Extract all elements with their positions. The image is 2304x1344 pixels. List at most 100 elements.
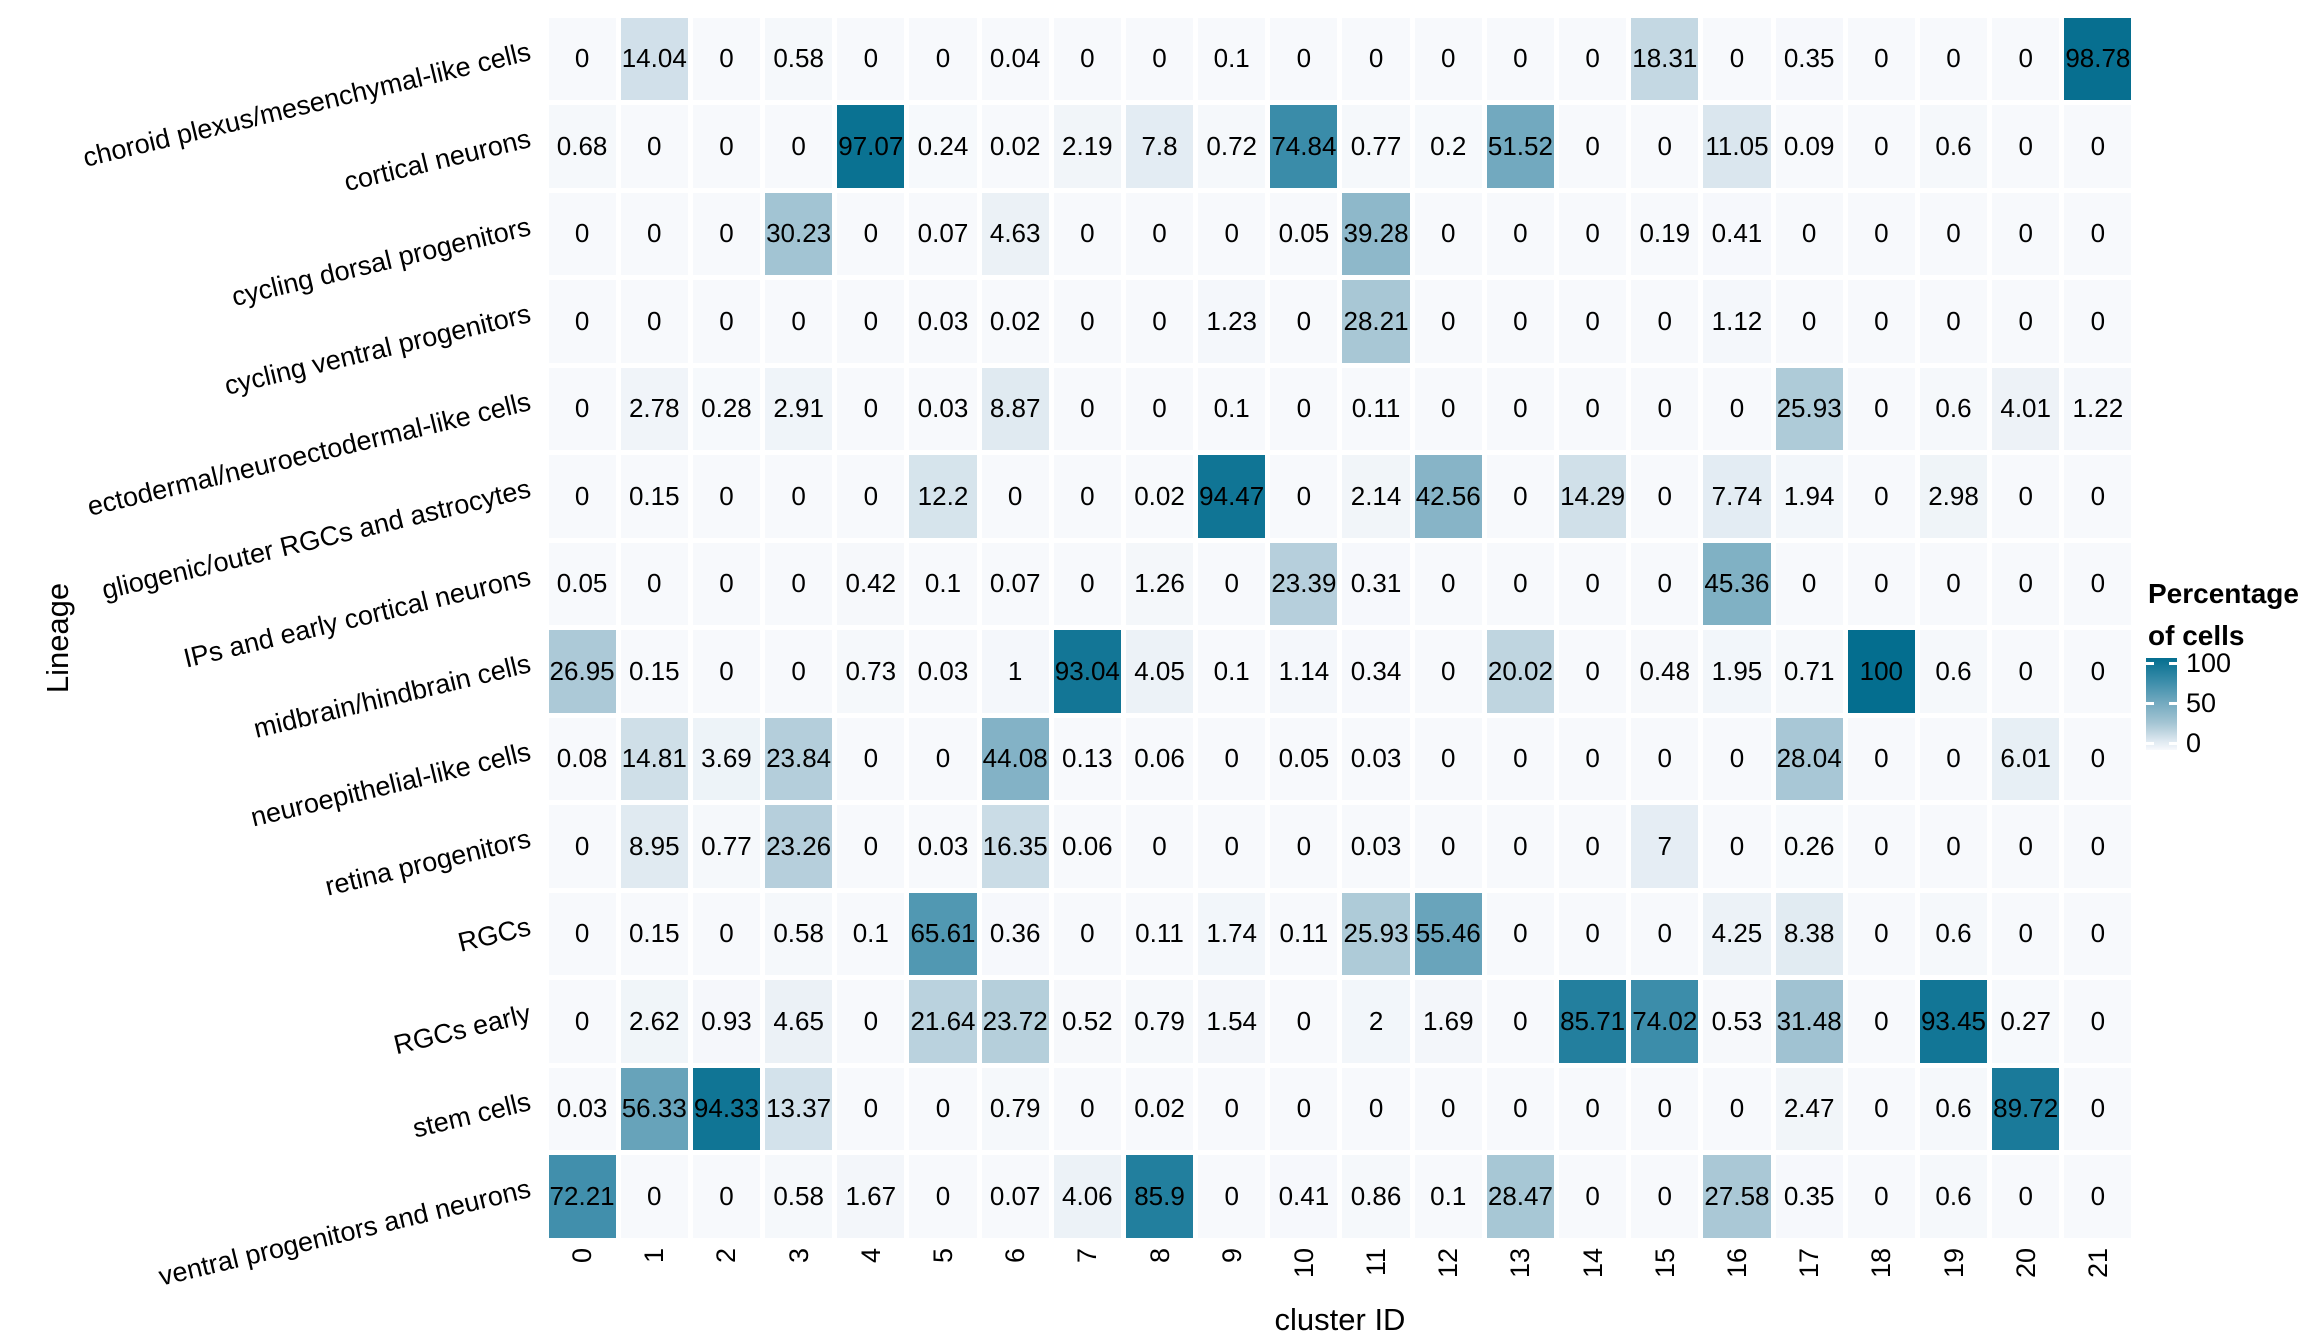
heatmap-cell: 0.6 [1919,630,1988,713]
cell-value: 26.95 [549,655,615,686]
heatmap-cell: 0 [837,717,905,800]
cell-value: 0.73 [845,655,897,686]
cell-value: 0 [1152,43,1167,74]
heatmap-cell: 0 [1486,892,1554,975]
heatmap-cell: 0 [909,1067,977,1150]
heatmap-cell: 0.03 [1342,805,1410,888]
heatmap-cell: 0 [909,1155,977,1238]
cell-value: 0 [1224,218,1239,249]
heatmap-cell: 0 [548,367,616,450]
heatmap-cell: 0.28 [692,367,761,450]
cell-value: 0 [719,918,734,949]
heatmap-cell: 0 [1631,1067,1699,1150]
heatmap-cell: 0 [692,192,761,275]
cell-value: 8.95 [628,830,680,861]
heatmap-cell: 0 [1125,192,1194,275]
heatmap-cell: 4.01 [1992,367,2060,450]
cell-value: 0.6 [1935,918,1972,949]
x-tick-label: 7 [1071,1248,1102,1264]
heatmap-cell: 4.25 [1703,892,1771,975]
cell-value: 0.26 [1783,830,1835,861]
cell-value: 93.45 [1920,1005,1987,1036]
cell-value: 23.39 [1271,568,1337,599]
heatmap-cell: 0.35 [1775,1155,1843,1238]
cell-value: 0 [863,480,879,511]
cell-value: 0 [1657,480,1672,511]
heatmap-cell: 0 [1703,367,1771,450]
heatmap-cell: 0 [2064,980,2132,1063]
heatmap-cell: 2.91 [765,367,833,450]
heatmap-cell: 1.95 [1703,630,1771,713]
cell-value: 0 [1729,830,1745,861]
cell-value: 0 [1585,43,1600,74]
heatmap-cell: 1.14 [1270,630,1338,713]
heatmap-cell: 0.73 [837,630,905,713]
cell-value: 0 [1874,743,1889,774]
cell-value: 0 [1441,218,1456,249]
cell-value: 0 [719,1180,734,1211]
cell-value: 1.54 [1206,1005,1257,1036]
cell-value: 0.6 [1935,1093,1972,1124]
heatmap-cell: 0 [909,17,977,100]
cell-value: 0.6 [1935,130,1972,161]
heatmap-cell: 0 [2064,455,2132,538]
cell-value: 0.03 [1350,830,1402,861]
heatmap-cell: 23.39 [1270,542,1338,625]
cell-value: 0 [1874,1005,1889,1036]
cell-value: 0 [1801,568,1817,599]
cell-value: 0 [791,130,806,161]
cell-value: 0.09 [1783,130,1835,161]
cell-value: 0 [1513,1093,1528,1124]
heatmap-cell: 0.31 [1342,542,1410,625]
cell-value: 23.84 [766,743,832,774]
cell-value: 0 [1801,305,1817,336]
cell-value: 1.26 [1134,568,1185,599]
heatmap-cell: 0.02 [1125,1067,1194,1150]
heatmap-cell: 0 [1919,542,1988,625]
cell-value: 0 [1296,480,1312,511]
heatmap-cell: 0 [1992,542,2060,625]
heatmap-cell: 100 [1847,630,1915,713]
heatmap-cell: 0 [1053,17,1121,100]
cell-value: 0 [1224,1180,1239,1211]
heatmap-cell: 0 [1486,17,1554,100]
heatmap-cell: 0 [1414,192,1482,275]
cell-value: 0 [935,1093,951,1124]
cell-value: 7.74 [1711,480,1763,511]
cell-value: 0 [1080,568,1095,599]
heatmap-cell: 0 [2064,192,2132,275]
heatmap-cell: 0.15 [620,630,688,713]
heatmap-cell: 0 [620,105,688,188]
cell-value: 0 [1874,393,1889,424]
heatmap-cell: 0 [692,542,761,625]
x-tick-label: 10 [1288,1248,1319,1279]
cell-value: 16.35 [982,830,1048,861]
cell-value: 0.11 [1351,393,1401,424]
cell-value: 0 [863,743,879,774]
heatmap-cell: 39.28 [1342,192,1410,275]
cell-value: 0 [935,743,951,774]
legend-tick-label-0: 0 [2186,728,2202,758]
cell-value: 0.58 [773,43,824,74]
heatmap-cell: 0.08 [548,717,616,800]
cell-value: 0.35 [1783,43,1835,74]
heatmap-cell: 14.04 [620,17,688,100]
heatmap-cell: 0.42 [837,542,905,625]
cell-value: 0 [791,305,806,336]
heatmap-cell: 0.6 [1919,105,1988,188]
cell-value: 89.72 [1993,1093,2059,1124]
heatmap-cell: 0 [1775,192,1843,275]
cell-value: 39.28 [1343,218,1409,249]
heatmap-cell: 0 [548,192,616,275]
cell-value: 0.1 [1430,1180,1467,1211]
heatmap-cell: 0 [548,892,616,975]
heatmap-cell: 0 [692,17,761,100]
heatmap-cell: 85.71 [1559,980,1627,1063]
cell-value: 0 [1224,743,1239,774]
cell-value: 0.15 [628,655,680,686]
heatmap-cell: 27.58 [1703,1155,1771,1238]
heatmap-cell: 0 [1198,1067,1266,1150]
heatmap-cell: 42.56 [1414,455,1482,538]
heatmap-cell: 0 [765,630,833,713]
heatmap-cell: 0 [1992,105,2060,188]
